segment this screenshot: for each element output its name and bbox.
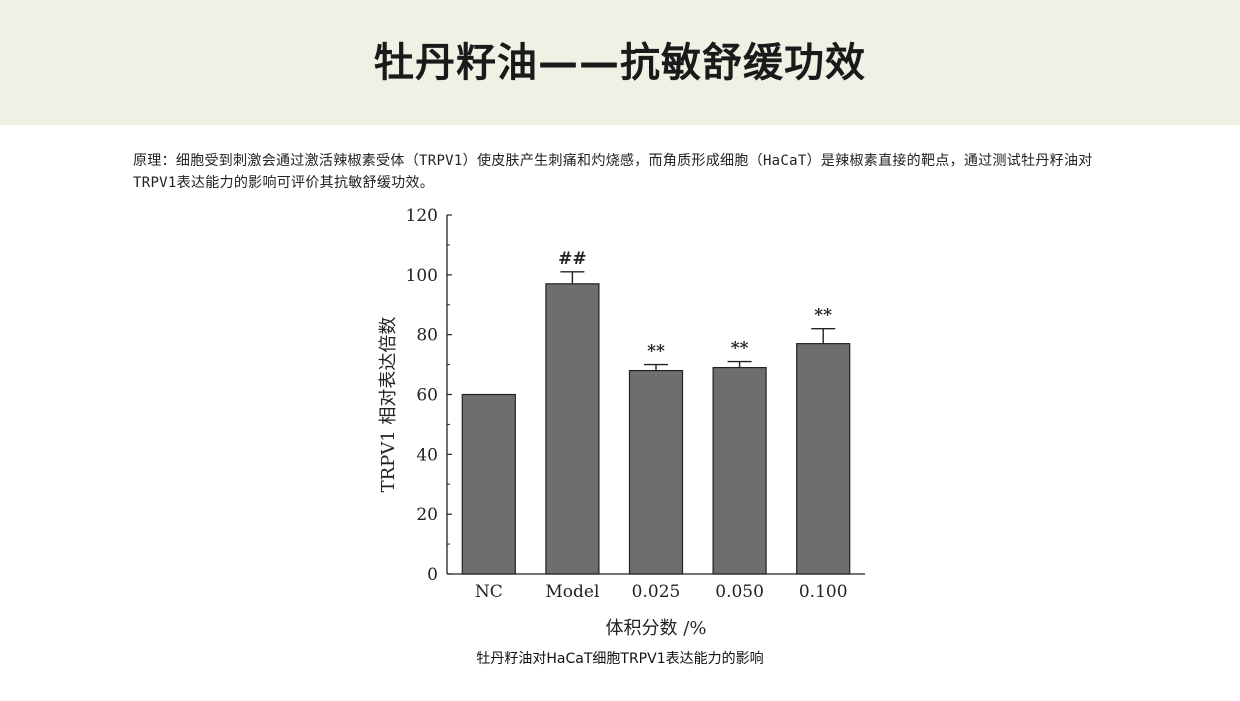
chart-bars bbox=[461, 271, 851, 575]
x-tick-label: NC bbox=[475, 582, 503, 602]
chart-labels: 0 20 40 60 80 100 120 NC ## Model ** 0.025 ** 0.050 **… bbox=[378, 206, 848, 639]
page-title: 牡丹籽油——抗敏舒缓功效 bbox=[374, 40, 866, 86]
y-tick-label: 40 bbox=[416, 445, 438, 465]
x-tick-label: Model bbox=[545, 582, 599, 602]
significance-label: ** bbox=[647, 342, 665, 362]
principle-text: 原理：细胞受到刺激会通过激活辣椒素受体（TRPV1）使皮肤产生刺痛和灼烧感，而角… bbox=[133, 153, 1093, 191]
y-tick-label: 100 bbox=[406, 266, 438, 286]
significance-label: ** bbox=[814, 306, 832, 326]
y-tick-label: 60 bbox=[416, 386, 438, 406]
y-axis-label: TRPV1 相对表达倍数 bbox=[378, 317, 399, 493]
x-tick-label: 0.025 bbox=[632, 582, 681, 602]
bar-0.025 bbox=[628, 369, 684, 575]
y-tick-label: 80 bbox=[416, 326, 438, 346]
bar-Model bbox=[545, 283, 600, 575]
bar-0.050 bbox=[712, 366, 767, 575]
y-tick-label: 20 bbox=[416, 505, 438, 525]
x-tick-label: 0.050 bbox=[715, 582, 764, 602]
header-banner bbox=[0, 0, 1240, 125]
x-tick-label: 0.100 bbox=[799, 582, 848, 602]
bar-0.100 bbox=[796, 343, 851, 575]
x-axis-label: 体积分数 /% bbox=[606, 618, 707, 639]
significance-label: ## bbox=[558, 249, 587, 269]
bar-NC bbox=[461, 393, 516, 575]
y-tick-label: 120 bbox=[406, 206, 438, 226]
chart-caption: 牡丹籽油对HaCaT细胞TRPV1表达能力的影响 bbox=[476, 651, 764, 667]
y-tick-label: 0 bbox=[427, 565, 438, 585]
significance-label: ** bbox=[731, 339, 749, 359]
